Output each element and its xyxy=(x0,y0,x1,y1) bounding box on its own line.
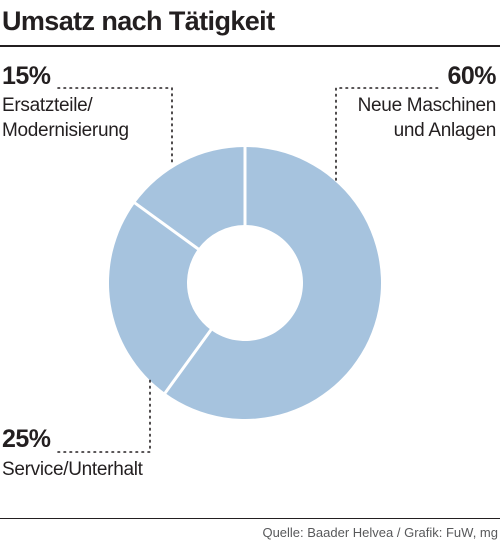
footer-rule xyxy=(0,518,500,519)
slice-pct-service: 25% xyxy=(2,425,51,453)
source-note: Quelle: Baader Helvea / Grafik: FuW, mg xyxy=(262,525,498,540)
slice-pct-ersatzteile: 15% xyxy=(2,62,51,90)
chart-title: Umsatz nach Tätigkeit xyxy=(2,6,275,36)
slice-label-line: Ersatzteile/ xyxy=(2,95,93,116)
slice-pct-neue-maschinen: 60% xyxy=(447,62,496,90)
slice-ersatzteile xyxy=(134,147,245,249)
leader-neue-maschinen xyxy=(335,87,441,181)
slice-label-line: und Anlagen xyxy=(393,120,497,141)
title-rule xyxy=(0,45,500,47)
slice-neue-maschinen xyxy=(165,147,381,419)
slice-label-line: Service/Unterhalt xyxy=(2,459,143,480)
slice-service xyxy=(108,203,211,394)
leader-ersatzteile xyxy=(57,87,173,163)
slice-label-line: Neue Maschinen xyxy=(357,95,497,116)
slice-label-neue-maschinen: Neue Maschinen und Anlagen xyxy=(357,93,497,143)
slice-label-ersatzteile: Ersatzteile/ Modernisierung xyxy=(2,93,129,143)
slice-label-line: Modernisierung xyxy=(2,120,129,141)
leader-service xyxy=(57,377,151,453)
slice-label-service: Service/Unterhalt xyxy=(2,457,143,482)
slice-separator xyxy=(133,201,200,251)
slice-separator xyxy=(163,328,213,395)
